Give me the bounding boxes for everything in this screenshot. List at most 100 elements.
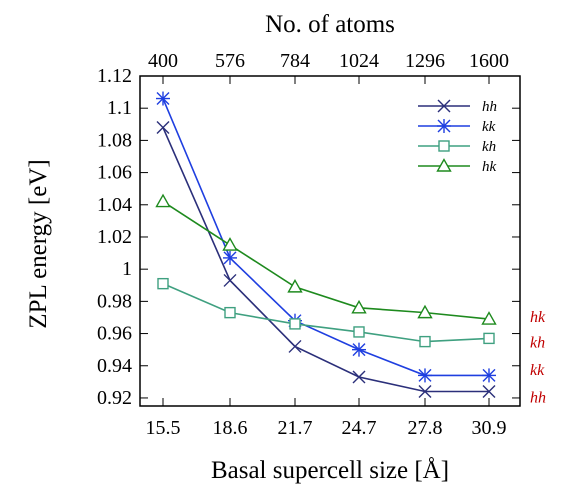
marker-stroke (437, 99, 451, 113)
data-point-hk (481, 311, 497, 325)
marker-shape (155, 193, 171, 208)
marker-stroke (288, 339, 302, 353)
series-line-hh (162, 127, 489, 393)
y-tick-label: 0.96 (97, 323, 132, 345)
marker-shape (436, 158, 452, 172)
marker-shape (351, 299, 367, 314)
side-annotations: hk kh kk hh (530, 309, 546, 406)
data-point-hh (418, 385, 432, 399)
legend-item-kk: kk (418, 119, 496, 135)
series-hk (155, 193, 497, 325)
legend-marker (437, 99, 451, 113)
data-point-hh (223, 273, 237, 287)
top-tick-label: 1024 (339, 50, 379, 72)
data-point-hh (288, 339, 302, 353)
y-tick-label: 0.94 (97, 355, 132, 377)
marker-stroke (352, 370, 366, 384)
legend-item-kh: kh (418, 139, 496, 155)
series-kh (157, 277, 495, 348)
y-tick-label: 1.04 (97, 194, 132, 216)
marker-stroke (223, 273, 237, 287)
top-tick-label: 400 (148, 50, 178, 72)
marker-shape (222, 237, 238, 251)
data-point-hh (156, 121, 170, 135)
y-tick-label: 1.12 (97, 65, 132, 87)
data-point-kk (418, 368, 432, 383)
top-tick-label: 576 (215, 50, 245, 72)
data-point-kh (353, 326, 365, 338)
top-axis-title: No. of atoms (265, 11, 395, 38)
series-kk (156, 91, 496, 383)
y-axis-title: ZPL energy [eV] (25, 159, 52, 328)
legend-marker (436, 158, 452, 172)
annotation-hk: hk (530, 309, 546, 326)
marker-shape (287, 278, 303, 293)
data-point-kh (419, 335, 431, 348)
marker-shape (481, 311, 497, 325)
series-line-hk (162, 200, 490, 320)
data-point-kh (289, 318, 301, 330)
data-point-kk (482, 368, 496, 383)
series-layer (155, 91, 497, 399)
x-tick-label: 21.7 (278, 417, 313, 439)
legend-label: kh (482, 139, 496, 155)
legend-label: kk (482, 119, 496, 135)
marker-shape (438, 140, 450, 152)
top-tick-label: 1600 (469, 50, 509, 72)
x-axis-title: Basal supercell size [Å] (211, 457, 449, 484)
data-point-hh (352, 370, 366, 384)
top-tick-label: 1296 (405, 50, 445, 72)
marker-shape (353, 326, 365, 338)
marker-shape (417, 304, 433, 319)
data-point-kk (352, 342, 366, 357)
data-point-kk (223, 250, 237, 265)
x-tick-label: 27.8 (408, 417, 443, 439)
data-point-hk (222, 237, 238, 251)
annotation-hh: hh (530, 389, 546, 406)
marker-shape (419, 335, 431, 348)
x-tick-label: 30.9 (472, 417, 507, 439)
data-point-kh (483, 332, 495, 345)
legend-marker (437, 119, 451, 133)
y-tick-label: 0.92 (97, 387, 132, 409)
legend: hh kk kh hk (418, 99, 497, 175)
plot-frame (139, 75, 521, 407)
x-tick-label: 15.5 (146, 417, 181, 439)
data-point-kh (224, 306, 236, 319)
marker-shape (289, 318, 301, 330)
y-tick-label: 1 (122, 258, 132, 280)
y-tick-label: 1.08 (97, 129, 132, 151)
y-tick-label: 1.06 (97, 162, 132, 184)
y-tick-label: 1.02 (97, 226, 132, 248)
series-line-kk (162, 98, 489, 377)
series-hh (156, 121, 496, 399)
data-point-hk (155, 193, 171, 208)
x-tick-label: 24.7 (342, 417, 377, 439)
axis-ticks: 0.92 0.94 0.96 0.98 1 1.02 1.04 1.06 1.08 1.1 1.12… (97, 50, 520, 439)
marker-stroke (156, 121, 170, 135)
marker-shape (157, 277, 169, 290)
legend-marker (438, 140, 450, 152)
legend-item-hh: hh (418, 99, 497, 115)
legend-label: hk (482, 159, 497, 175)
y-tick-label: 1.1 (107, 97, 132, 119)
x-tick-label: 18.6 (213, 417, 248, 439)
data-point-hk (417, 304, 433, 319)
data-point-hh (482, 385, 496, 399)
marker-stroke (418, 385, 432, 399)
data-point-kh (157, 277, 169, 290)
marker-stroke (482, 385, 496, 399)
marker-shape (483, 332, 495, 345)
annotation-kh: kh (530, 335, 545, 352)
annotation-kk: kk (530, 362, 545, 379)
marker-shape (224, 306, 236, 319)
series-line-kh (162, 282, 490, 343)
y-tick-label: 0.98 (97, 290, 132, 312)
top-tick-label: 784 (280, 50, 310, 72)
legend-item-hk: hk (418, 158, 497, 175)
data-point-hk (287, 278, 303, 293)
data-point-kk (156, 91, 170, 106)
data-point-hk (351, 299, 367, 314)
legend-label: hh (482, 99, 497, 115)
